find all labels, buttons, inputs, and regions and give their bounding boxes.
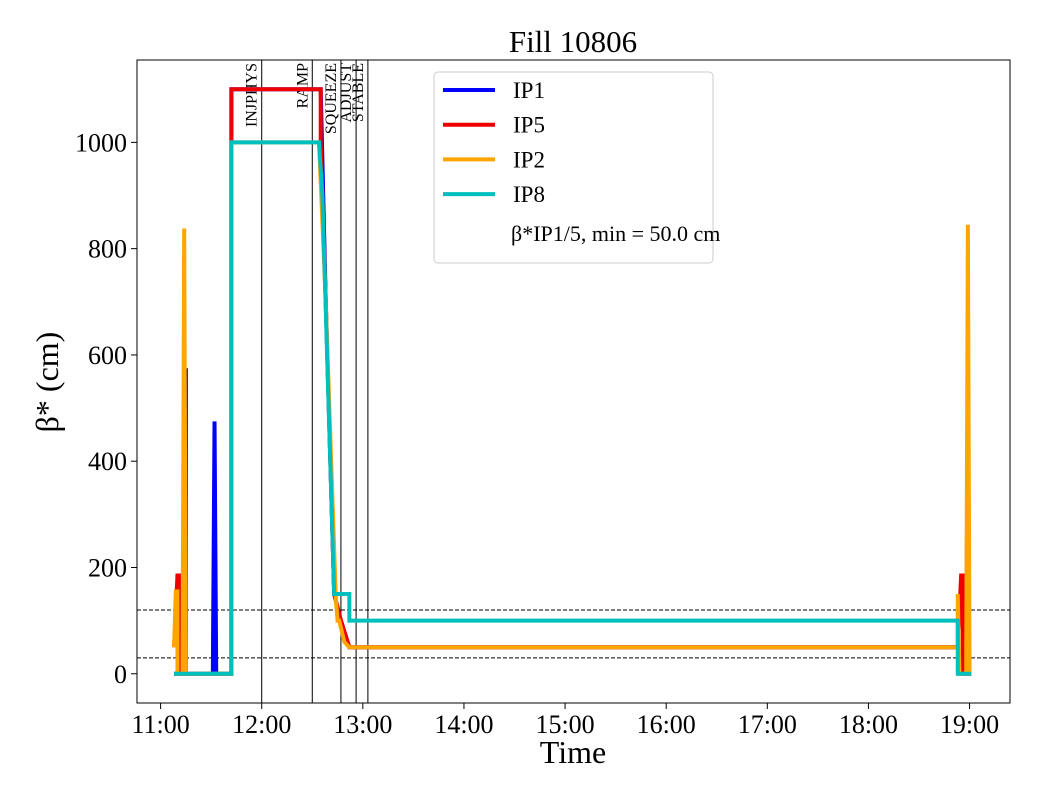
y-tick-label: 200 — [88, 553, 127, 582]
legend-box — [433, 71, 714, 264]
legend: IP1 IP5 IP2 IP8 β*IP1/5, min = 50.0 cm — [433, 71, 720, 264]
legend-label: IP8 — [513, 182, 545, 207]
x-tick-label: 18:00 — [839, 710, 898, 739]
legend-label: IP5 — [513, 113, 545, 138]
phase-label: RAMP — [294, 63, 311, 108]
y-tick-label: 600 — [88, 341, 127, 370]
x-tick-label: 19:00 — [940, 710, 999, 739]
x-tick-label: 16:00 — [637, 710, 696, 739]
x-tick-label: 15:00 — [535, 710, 594, 739]
legend-label: IP2 — [513, 147, 545, 172]
y-axis-label: β* (cm) — [29, 332, 65, 433]
phase-label: SQUEEZE — [323, 63, 340, 134]
x-tick-label: 14:00 — [434, 710, 493, 739]
legend-label: IP1 — [513, 78, 545, 103]
legend-note: β*IP1/5, min = 50.0 cm — [511, 221, 720, 246]
series-line — [174, 140, 972, 676]
x-tick-label: 13:00 — [333, 710, 392, 739]
y-tick-label: 800 — [88, 235, 127, 264]
x-axis-label: Time — [540, 734, 606, 770]
phase-label: INJPHYS — [244, 63, 261, 127]
x-tick-label: 12:00 — [232, 710, 291, 739]
plot-frame — [136, 59, 1011, 704]
chart-title: Fill 10806 — [509, 24, 637, 59]
y-tick-label: 0 — [114, 660, 127, 689]
y-tick-label: 1000 — [75, 128, 127, 157]
x-tick-label: 11:00 — [131, 710, 189, 739]
y-tick-label: 400 — [88, 447, 127, 476]
x-tick-label: 17:00 — [738, 710, 797, 739]
phase-label: STABLE — [350, 63, 367, 122]
phase-label: ADJUST — [338, 63, 355, 123]
